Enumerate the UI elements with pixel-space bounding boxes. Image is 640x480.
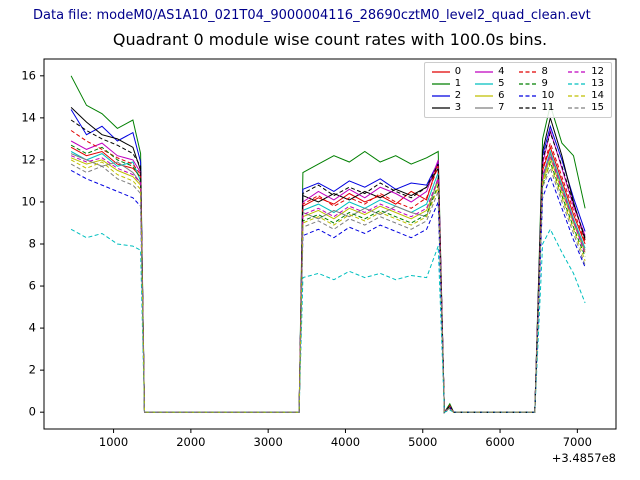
- legend-line-sample: [568, 83, 587, 85]
- legend-label: 5: [498, 78, 505, 89]
- legend-entry-11: 11: [518, 102, 555, 114]
- y-tick-label: 12: [21, 152, 36, 166]
- chart-title: Quadrant 0 module wise count rates with …: [112, 30, 548, 49]
- legend-line-sample: [518, 107, 537, 109]
- legend-line-sample: [568, 95, 587, 97]
- series-line-5: [70, 149, 586, 414]
- legend-line-sample: [518, 95, 537, 97]
- legend-label: 12: [591, 66, 604, 77]
- legend-label: 0: [454, 66, 462, 77]
- series-line-4: [70, 128, 586, 414]
- legend-line-sample: [568, 71, 587, 73]
- series-line-2: [70, 109, 586, 414]
- legend-label: 6: [498, 90, 505, 101]
- series-line-7: [70, 151, 586, 414]
- legend-entry-7: 7: [475, 102, 505, 114]
- x-tick-label: 5000: [408, 435, 437, 449]
- legend-entry-9: 9: [518, 78, 555, 90]
- legend-entry-2: 2: [431, 90, 462, 102]
- series-line-11: [70, 119, 586, 414]
- y-tick-label: 2: [29, 363, 36, 377]
- legend-line-sample: [431, 71, 450, 73]
- series-line-9: [70, 144, 586, 414]
- legend-label: 7: [498, 102, 505, 113]
- x-tick-label: 3000: [254, 435, 283, 449]
- legend-entry-1: 1: [431, 78, 462, 90]
- series-line-6: [70, 156, 586, 414]
- legend-label: 15: [591, 102, 604, 113]
- x-tick-label: 4000: [331, 435, 360, 449]
- legend-label: 8: [541, 66, 548, 77]
- legend-line-sample: [518, 71, 537, 73]
- legend-line-sample: [431, 107, 450, 109]
- legend-line-sample: [475, 95, 494, 97]
- legend-line-sample: [475, 71, 494, 73]
- series-line-12: [70, 154, 586, 414]
- legend-entry-13: 13: [568, 78, 604, 90]
- legend-line-sample: [568, 107, 587, 109]
- legend-label: 3: [454, 102, 462, 113]
- x-tick-label: 1000: [99, 435, 128, 449]
- legend-entry-5: 5: [475, 78, 505, 90]
- legend-entry-0: 0: [431, 66, 462, 78]
- legend-line-sample: [518, 83, 537, 85]
- y-tick-label: 6: [29, 279, 36, 293]
- legend-entry-10: 10: [518, 90, 555, 102]
- x-tick-label: 2000: [176, 435, 205, 449]
- legend-entry-8: 8: [518, 66, 555, 78]
- x-tick-label: 6000: [485, 435, 514, 449]
- legend-label: 1: [454, 78, 462, 89]
- series-line-8: [70, 130, 586, 414]
- series-line-0: [70, 145, 586, 414]
- series-line-3: [70, 107, 586, 414]
- legend-entry-15: 15: [568, 102, 604, 114]
- legend-line-sample: [431, 83, 450, 85]
- y-tick-label: 10: [21, 194, 36, 208]
- legend-entry-6: 6: [475, 90, 505, 102]
- y-tick-label: 0: [29, 405, 36, 419]
- legend-entry-3: 3: [431, 102, 462, 114]
- legend-label: 14: [591, 90, 604, 101]
- legend-box: 0 1 2 3 4 5 6 7 8 9 10 11 12 13 14 15: [423, 62, 612, 118]
- series-line-14: [70, 159, 586, 414]
- legend-label: 9: [541, 78, 548, 89]
- legend-label: 11: [541, 102, 555, 113]
- series-line-1: [70, 75, 586, 414]
- y-tick-label: 8: [29, 237, 36, 251]
- legend-label: 13: [591, 78, 604, 89]
- series-line-10: [70, 169, 586, 414]
- legend-line-sample: [431, 95, 450, 97]
- legend-entry-14: 14: [568, 90, 604, 102]
- x-axis-offset-label: +3.4857e8: [552, 451, 616, 465]
- y-tick-label: 14: [21, 110, 36, 124]
- legend-entry-12: 12: [568, 66, 604, 78]
- legend-label: 4: [498, 66, 505, 77]
- x-tick-label: 7000: [563, 435, 592, 449]
- legend-label: 2: [454, 90, 462, 101]
- legend-entry-4: 4: [475, 66, 505, 78]
- legend-line-sample: [475, 107, 494, 109]
- y-tick-label: 16: [21, 68, 36, 82]
- legend-line-sample: [475, 83, 494, 85]
- series-line-13: [70, 228, 586, 413]
- legend-label: 10: [541, 90, 555, 101]
- y-tick-label: 4: [29, 321, 36, 335]
- series-line-15: [70, 163, 586, 414]
- data-file-label: Data file: modeM0/AS1A10_021T04_90000041…: [33, 8, 591, 23]
